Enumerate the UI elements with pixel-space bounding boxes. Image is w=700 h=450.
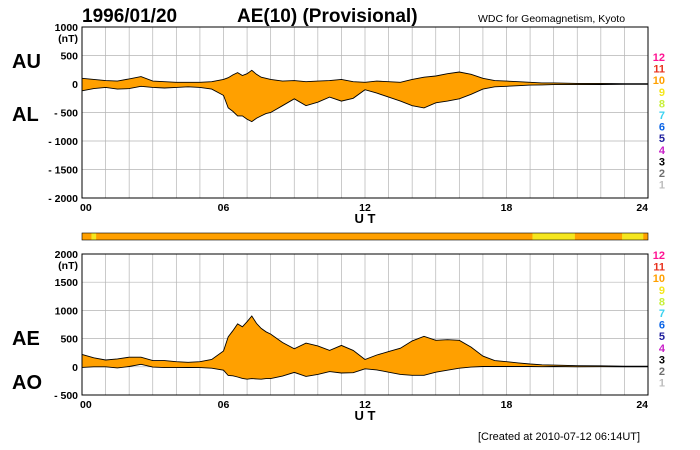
- ae-side-label: AE: [12, 328, 40, 350]
- ao-side-label: AO: [12, 372, 42, 394]
- legend-station-count: 8: [659, 98, 665, 110]
- y-tick-label: 1000: [55, 22, 79, 34]
- ao-series-line: [81, 363, 648, 380]
- legend-station-count: 1: [659, 378, 665, 390]
- station-count-segment: [532, 233, 575, 240]
- y-tick-label: - 500: [54, 108, 78, 120]
- x-axis-label: U T: [355, 211, 376, 226]
- legend-station-count: 9: [659, 285, 665, 297]
- au-series-line: [81, 69, 648, 85]
- legend-station-count: 7: [659, 308, 665, 320]
- aeao-filled-area: [82, 316, 648, 380]
- x-tick-label: 06: [218, 202, 230, 214]
- y-tick-label: - 500: [54, 390, 78, 402]
- x-tick-label: 12: [359, 202, 371, 214]
- y-tick-label: 500: [60, 51, 78, 63]
- y-tick-label: 1500: [55, 277, 79, 289]
- station-count-bar-frame: [81, 232, 649, 241]
- legend-station-count: 3: [659, 156, 665, 168]
- legend-station-count: 4: [659, 343, 666, 355]
- au-side-label: AU: [12, 51, 41, 73]
- al-side-label: AL: [12, 104, 39, 126]
- plot-frame: [81, 253, 649, 396]
- legend-station-count: 10: [653, 273, 665, 285]
- legend-station-count: 5: [659, 331, 665, 343]
- legend-station-count: 1: [659, 180, 665, 192]
- legend-station-count: 4: [659, 145, 666, 157]
- al-series-line: [81, 83, 648, 123]
- y-tick-label: - 2000: [48, 193, 78, 205]
- legend-station-count: 12: [653, 250, 665, 262]
- legend-station-count: 3: [659, 354, 665, 366]
- legend-station-count: 10: [653, 75, 665, 87]
- station-count-segment: [91, 233, 97, 240]
- legend-station-count: 5: [659, 133, 665, 145]
- ae-series-line: [81, 315, 648, 367]
- y-tick-label: 0: [72, 79, 78, 91]
- station-count-bar: [82, 233, 648, 240]
- x-tick-label: 18: [501, 202, 513, 214]
- x-tick-label: 06: [218, 399, 230, 411]
- y-tick-label: - 1000: [48, 136, 78, 148]
- y-tick-label: 0: [72, 362, 78, 374]
- plot-frame: [81, 26, 649, 199]
- x-tick-label: 00: [80, 399, 92, 411]
- y-unit-label: (nT): [58, 260, 78, 272]
- x-axis-label: U T: [355, 408, 376, 423]
- x-tick-label: 24: [636, 202, 648, 214]
- y-tick-label: 500: [60, 334, 78, 346]
- y-tick-label: 1000: [55, 305, 79, 317]
- created-timestamp: [Created at 2010-07-12 06:14UT]: [478, 431, 641, 443]
- x-tick-label: 18: [501, 399, 513, 411]
- y-tick-label: - 1500: [48, 165, 78, 177]
- legend-station-count: 6: [659, 122, 665, 134]
- chart-title: AE(10) (Provisional): [237, 6, 418, 27]
- x-tick-label: 24: [636, 399, 648, 411]
- legend-station-count: 6: [659, 320, 665, 332]
- y-unit-label: (nT): [58, 33, 78, 45]
- legend-station-count: 8: [659, 296, 665, 308]
- legend-station-count: 7: [659, 110, 665, 122]
- legend-station-count: 2: [659, 366, 665, 378]
- x-tick-label: 00: [80, 202, 92, 214]
- x-tick-label: 12: [359, 399, 371, 411]
- legend-station-count: 11: [653, 64, 665, 76]
- station-count-segment: [622, 233, 644, 240]
- y-tick-label: 2000: [55, 249, 79, 261]
- legend-station-count: 2: [659, 168, 665, 180]
- legend-station-count: 11: [653, 262, 665, 274]
- chart-date: 1996/01/20: [82, 6, 178, 27]
- legend-station-count: 9: [659, 87, 665, 99]
- data-source-label: WDC for Geomagnetism, Kyoto: [478, 13, 626, 25]
- legend-station-count: 12: [653, 52, 665, 64]
- aual-filled-area: [82, 70, 648, 122]
